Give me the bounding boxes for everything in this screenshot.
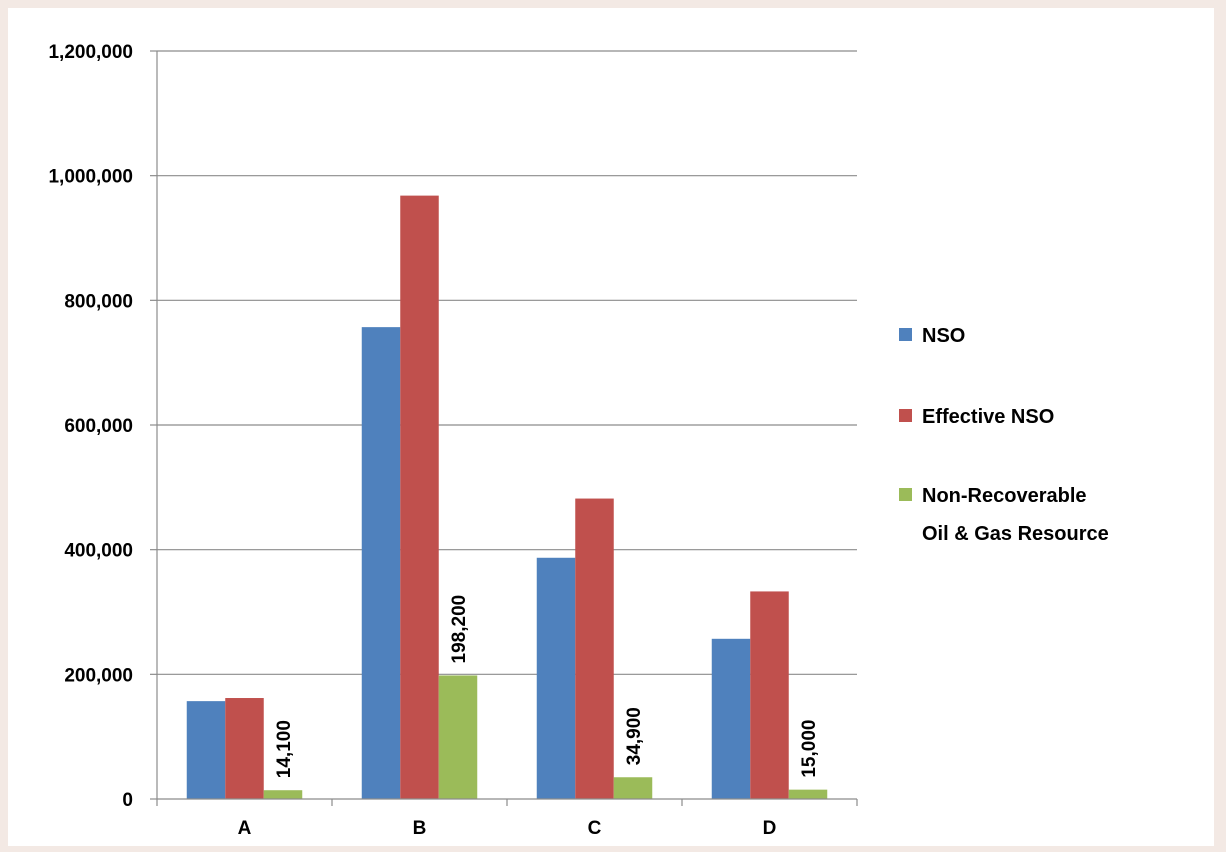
bar-d-s3 xyxy=(788,789,828,799)
x-tick-labels: A B C D xyxy=(238,818,777,839)
x-tick-label: A xyxy=(238,818,252,839)
data-label: 15,000 xyxy=(799,720,820,778)
data-labels: 14,100 198,200 34,900 15,000 xyxy=(274,595,820,778)
bar-b-s2 xyxy=(400,195,439,799)
gridlines xyxy=(157,50,857,675)
bar-a-s3 xyxy=(263,790,303,799)
x-tick-label: D xyxy=(763,818,777,839)
data-label: 14,100 xyxy=(274,720,295,778)
x-tick-label: B xyxy=(413,818,427,839)
y-tick-label: 1,200,000 xyxy=(48,42,133,63)
y-tick-label: 400,000 xyxy=(64,541,133,562)
data-label: 34,900 xyxy=(624,707,645,765)
legend-swatch xyxy=(899,328,912,341)
legend-label: Non-Recoverable xyxy=(922,485,1087,507)
bar-b-s3 xyxy=(438,675,478,799)
bar-d-s1 xyxy=(711,638,751,799)
bar-a-s2 xyxy=(225,698,264,799)
bars xyxy=(186,195,828,799)
legend: NSO Effective NSO Non-Recoverable Oil & Gas… xyxy=(899,325,1109,545)
legend-label: NSO xyxy=(922,325,965,347)
x-tick-label: C xyxy=(588,818,602,839)
y-tick-label: 1,000,000 xyxy=(48,167,133,188)
data-label: 198,200 xyxy=(449,595,470,664)
y-tick-label: 0 xyxy=(122,790,133,811)
y-tick-label: 600,000 xyxy=(64,416,133,437)
legend-swatch xyxy=(899,409,912,422)
legend-label: Oil & Gas Resource xyxy=(922,523,1109,545)
bar-c-s2 xyxy=(575,498,614,799)
legend-swatch xyxy=(899,488,912,501)
bar-c-s3 xyxy=(613,777,653,799)
bar-b-s1 xyxy=(361,327,401,799)
legend-label: Effective NSO xyxy=(922,406,1054,428)
bar-a-s1 xyxy=(186,701,226,799)
y-tick-label: 200,000 xyxy=(64,665,133,686)
axes xyxy=(150,50,858,806)
y-tick-labels: 0 200,000 400,000 600,000 800,000 1,000,000 1,… xyxy=(48,42,133,811)
bar-c-s1 xyxy=(536,557,576,799)
y-tick-label: 800,000 xyxy=(64,291,133,312)
bar-d-s2 xyxy=(750,591,789,799)
